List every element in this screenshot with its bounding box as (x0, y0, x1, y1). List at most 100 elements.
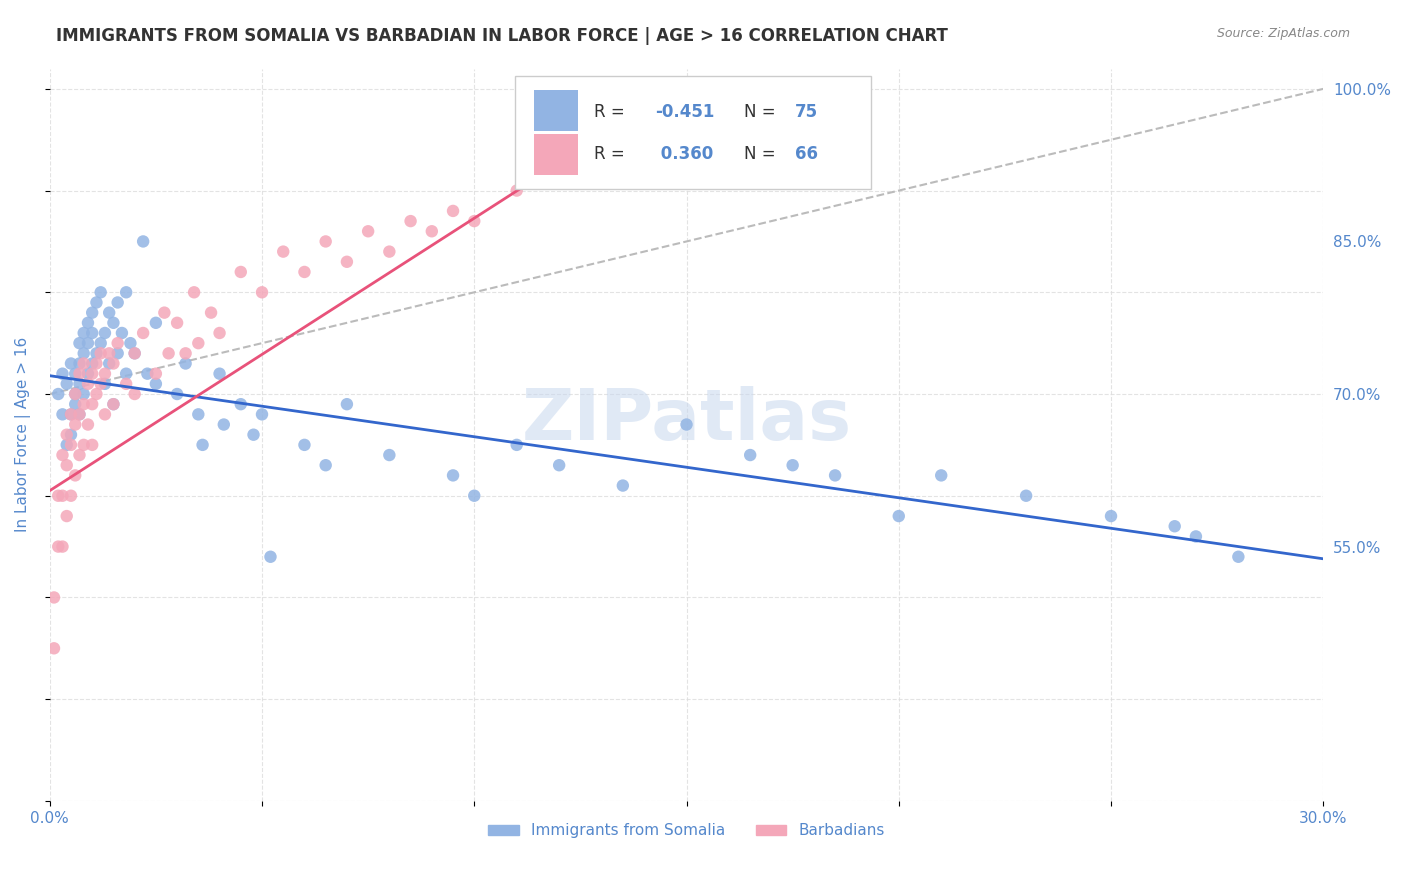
Point (242, 427, 264, 442)
Point (77, 417, 100, 432)
Point (59, 357, 82, 371)
Point (42, 641, 65, 656)
Y-axis label: In Labor Force | Age > 16: In Labor Force | Age > 16 (15, 337, 31, 533)
Point (378, 244, 401, 259)
Point (90, 346, 112, 360)
Point (132, 235, 155, 249)
Point (90, 376, 112, 391)
FancyBboxPatch shape (534, 90, 578, 131)
Text: R =: R = (593, 145, 630, 163)
Point (315, 235, 337, 249)
Point (86, 357, 108, 371)
Point (63, 417, 86, 432)
Point (82, 357, 104, 371)
Point (111, 326, 134, 340)
Point (107, 346, 129, 360)
Point (548, 458, 571, 473)
Point (357, 224, 380, 238)
Point (98, 357, 121, 371)
Point (166, 387, 188, 401)
Point (1099, 509, 1122, 524)
Point (46, 387, 69, 401)
Point (73, 387, 96, 401)
Point (124, 346, 146, 360)
Point (250, 285, 273, 300)
Point (115, 285, 138, 300)
Text: 66: 66 (794, 145, 818, 163)
Point (124, 387, 146, 401)
Text: R =: R = (593, 103, 630, 121)
Point (55, 458, 77, 473)
Point (73, 397, 96, 411)
Point (82, 438, 104, 452)
Point (51, 540, 73, 554)
Point (271, 244, 294, 259)
Point (98, 346, 121, 360)
Point (90, 336, 112, 351)
Point (69, 367, 91, 381)
Point (55, 427, 77, 442)
Point (200, 305, 222, 319)
Point (69, 357, 91, 371)
Text: N =: N = (744, 145, 780, 163)
Point (51, 408, 73, 422)
Point (124, 346, 146, 360)
Point (94, 408, 117, 422)
Point (1185, 529, 1208, 543)
Point (229, 397, 252, 411)
Point (73, 346, 96, 360)
Point (441, 468, 464, 483)
Point (174, 357, 197, 371)
Point (157, 346, 180, 360)
Point (212, 417, 235, 432)
Point (336, 254, 359, 268)
Point (77, 367, 100, 381)
Point (463, 489, 485, 503)
Point (51, 367, 73, 381)
Point (107, 336, 129, 351)
Point (103, 357, 125, 371)
Text: ZIPatlas: ZIPatlas (522, 385, 852, 455)
Point (378, 448, 401, 462)
Point (94, 367, 117, 381)
Point (86, 346, 108, 360)
Point (103, 316, 125, 330)
Point (46, 540, 69, 554)
Point (82, 305, 104, 319)
Point (591, 143, 613, 157)
Text: Source: ZipAtlas.com: Source: ZipAtlas.com (1216, 27, 1350, 40)
Point (59, 438, 82, 452)
Point (120, 336, 142, 351)
Point (315, 458, 337, 473)
Point (59, 427, 82, 442)
Point (63, 387, 86, 401)
Point (548, 163, 571, 178)
Point (94, 376, 117, 391)
Point (132, 326, 155, 340)
Point (98, 305, 121, 319)
Point (166, 316, 188, 330)
Point (73, 326, 96, 340)
Point (153, 305, 176, 319)
Point (183, 285, 205, 300)
Point (103, 397, 125, 411)
Point (59, 408, 82, 422)
Text: -0.451: -0.451 (655, 103, 714, 121)
Point (506, 438, 529, 452)
Point (399, 214, 422, 228)
Point (86, 295, 108, 310)
Point (63, 468, 86, 483)
Point (77, 336, 100, 351)
Point (94, 326, 117, 340)
Text: 75: 75 (794, 103, 818, 121)
Point (612, 478, 634, 492)
Point (187, 408, 209, 422)
Point (294, 265, 316, 279)
Point (145, 376, 167, 391)
Point (208, 367, 231, 381)
Point (463, 214, 485, 228)
Point (145, 367, 167, 381)
Point (63, 397, 86, 411)
Text: N =: N = (744, 103, 780, 121)
Point (250, 408, 273, 422)
